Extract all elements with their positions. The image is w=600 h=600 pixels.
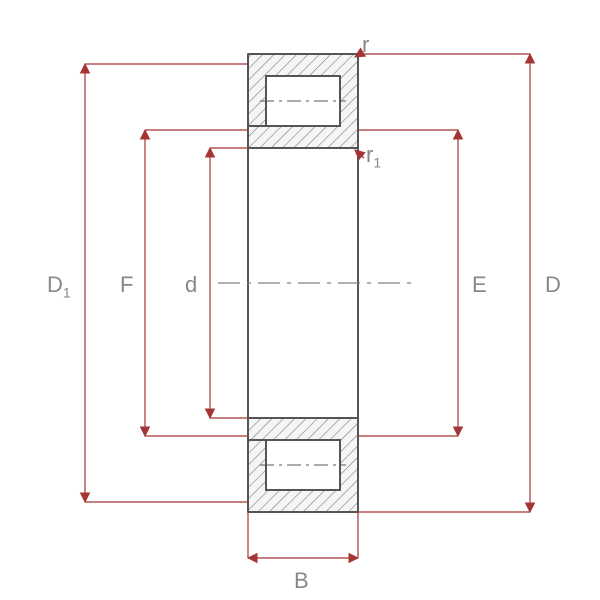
label-r1: r1 xyxy=(366,142,381,170)
label-D: D xyxy=(545,272,561,298)
label-B: B xyxy=(294,568,309,594)
label-F: F xyxy=(120,272,133,298)
label-D1: D1 xyxy=(47,272,71,300)
bearing-diagram: D1 F d E D B r r1 xyxy=(0,0,600,600)
label-r: r xyxy=(362,32,369,58)
label-d: d xyxy=(185,272,197,298)
label-E: E xyxy=(472,272,487,298)
